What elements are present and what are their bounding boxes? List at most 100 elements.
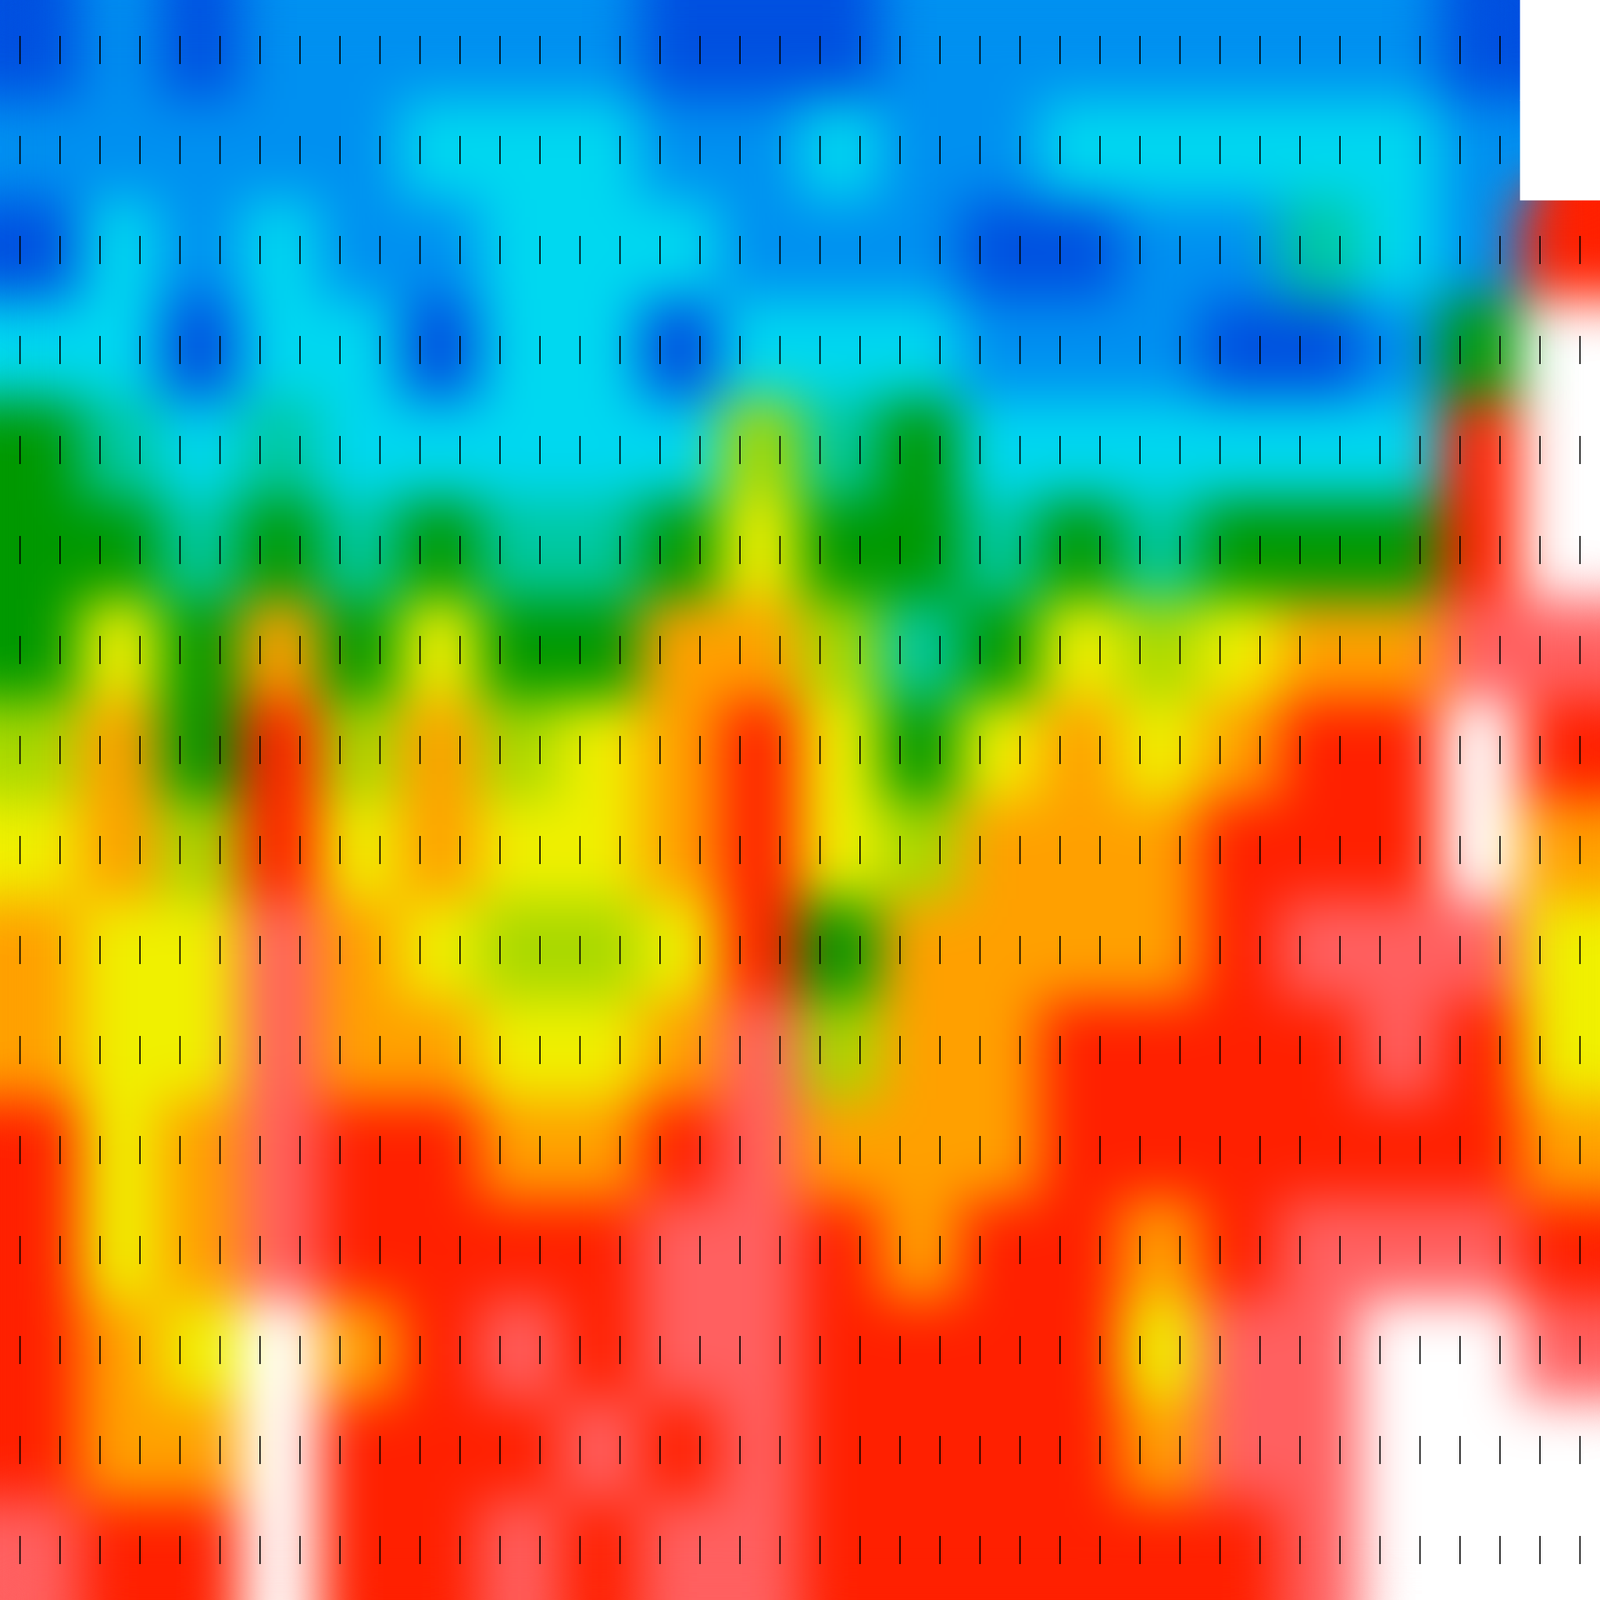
heat-cell [1279,0,1361,101]
heat-cell [800,0,881,101]
sample-dash [1419,935,1422,965]
heat-cell [800,300,881,401]
heat-cell [239,1400,321,1501]
sample-dash [979,1335,982,1365]
sample-dash [179,135,182,165]
sample-dash [1139,235,1141,265]
heat-cell [1279,900,1361,1001]
sample-dash [1419,1235,1422,1265]
sample-dash [1379,1235,1382,1265]
sample-dash [419,135,422,165]
heat-cell [879,100,961,201]
sample-dash [739,735,741,765]
sample-dash [1059,135,1061,165]
heat-cell [1200,500,1281,601]
sample-dash [539,335,541,365]
sample-dash [379,1335,382,1365]
heat-cell [479,100,561,201]
sample-dash [179,1535,182,1565]
sample-dash [1379,435,1382,465]
heat-cell [800,400,881,501]
sample-dash [219,1435,222,1465]
heat-cell [800,800,881,901]
heat-cell [239,1200,321,1301]
heat-cell [479,200,561,301]
sample-dash [899,1035,901,1065]
sample-dash [499,535,501,565]
sample-dash [619,1435,622,1465]
heat-cell [1279,1400,1361,1501]
heat-cell [400,1100,481,1201]
sample-dash [299,235,301,265]
sample-dash [579,135,582,165]
heat-cell [159,900,240,1001]
heat-cell [1439,1000,1521,1101]
heat-cell [639,600,721,701]
heat-cell [239,800,321,901]
sample-dash [459,135,461,165]
heat-cell [400,300,481,401]
sample-dash [1499,1335,1501,1365]
sample-dash [699,635,701,665]
heat-cell [479,0,561,101]
sample-dash [19,735,22,765]
sample-dash [1539,935,1541,965]
sample-dash [339,735,341,765]
sample-dash [1099,335,1101,365]
heat-cell [639,200,721,301]
sample-dash [139,35,141,65]
heat-cell [79,1400,161,1501]
heat-cell [1200,1400,1281,1501]
sample-dash [1379,1035,1382,1065]
heat-cell [1119,1300,1200,1401]
sample-dash [939,35,941,65]
sample-dash [739,935,741,965]
sample-dash [539,1435,541,1465]
heat-cell [719,100,800,201]
heat-cell [319,1500,400,1600]
sample-dash [1019,535,1022,565]
sample-dash [779,1135,782,1165]
heat-cell [1039,700,1121,801]
sample-dash [1499,935,1501,965]
heat-cell [1200,600,1281,701]
sample-dash [1379,835,1382,865]
sample-dash [859,1035,861,1065]
sample-dash [539,1135,541,1165]
sample-dash [619,935,622,965]
heat-cell [1279,1300,1361,1401]
sample-dash [1459,1035,1461,1065]
sample-dash [939,1435,941,1465]
heat-cell [879,1000,961,1101]
sample-dash [739,835,741,865]
heat-cell [879,1100,961,1201]
sample-dash [19,1435,22,1465]
sample-dash [339,335,341,365]
heat-cell [79,300,161,401]
heat-cell [319,500,400,601]
sample-dash [1019,1335,1022,1365]
heat-cell [1200,1200,1281,1301]
sample-dash [1419,1335,1422,1365]
sample-dash [1339,535,1341,565]
sample-dash [1459,135,1461,165]
sample-dash [939,535,941,565]
plot-area [0,0,1600,1600]
sample-dash [659,1435,661,1465]
heat-cell [400,200,481,301]
heat-cell [1279,800,1361,901]
sample-dash [1419,235,1422,265]
sample-dash [379,1435,382,1465]
heat-cell [1119,400,1200,501]
sample-dash [1219,235,1222,265]
heat-cell [479,1500,561,1600]
sample-dash [19,535,22,565]
heat-cell [1279,1100,1361,1201]
sample-dash [459,335,461,365]
heat-cell [400,800,481,901]
heat-cell [959,1100,1040,1201]
sample-dash [1059,535,1061,565]
heat-cell [639,1200,721,1301]
heat-cell [1439,0,1521,101]
sample-dash [779,1335,782,1365]
